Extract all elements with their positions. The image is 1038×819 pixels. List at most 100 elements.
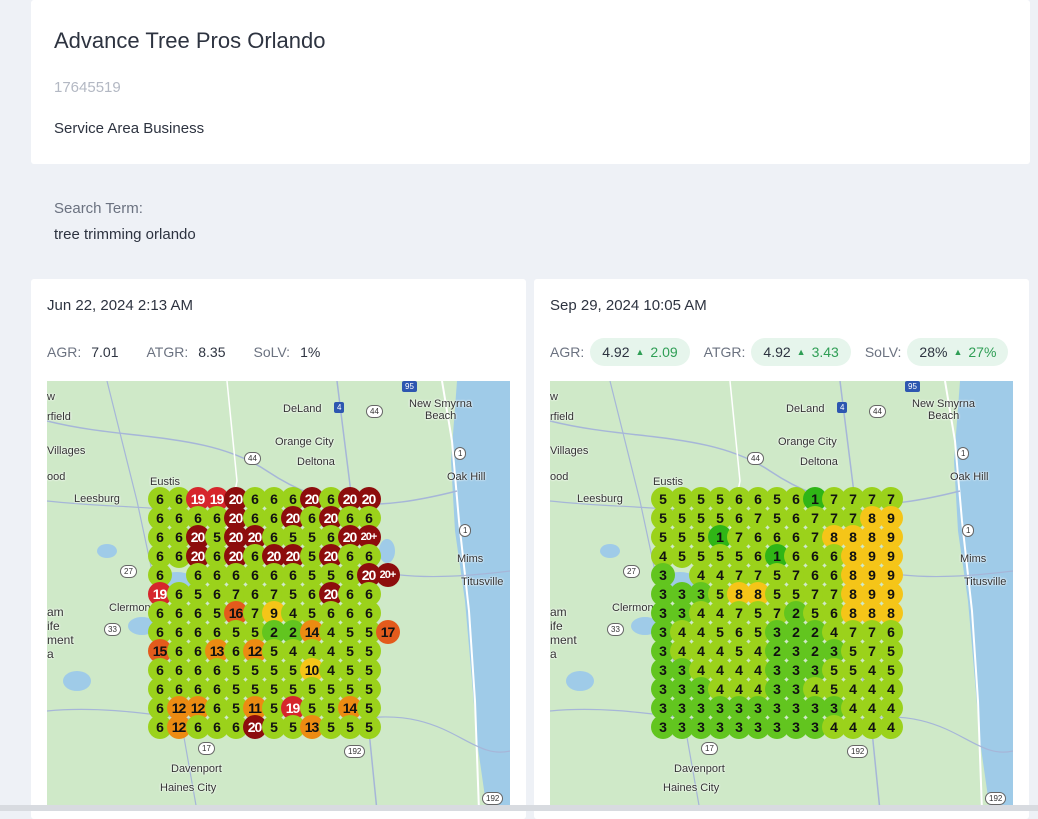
map-label-new-smyrna: New Smyrna xyxy=(409,398,472,410)
map-label-titusville: Titusville xyxy=(461,576,504,588)
grid-empty xyxy=(378,489,397,508)
map-label-orange-city: Orange City xyxy=(275,436,334,448)
interstate-4-icon: 4 xyxy=(334,402,345,413)
atgr-value: 4.92 xyxy=(763,344,791,360)
scan-card-sep[interactable]: Sep 29, 2024 10:05 AM AGR: 4.92 ▲ 2.09 A… xyxy=(534,279,1029,819)
map-label-villages: Villages xyxy=(47,445,86,457)
rank-pin[interactable]: 15 xyxy=(147,638,172,663)
map-label-a: a xyxy=(47,647,54,661)
map-label-am: am xyxy=(550,605,567,619)
grid-empty xyxy=(378,508,397,527)
map-label-ife: ife xyxy=(47,619,60,633)
map-label-mims: Mims xyxy=(960,553,987,565)
solv-value: 1% xyxy=(300,344,321,360)
rank-grid: 6 6 19 19 20 6 6 6 20 6 20 20 6 6 6 6 20 6 6 20 6 20 6 6 6 6 20 5 20… xyxy=(147,486,400,739)
interstate-4-icon: 4 xyxy=(837,402,848,413)
route-44-icon: 44 xyxy=(366,405,383,418)
business-header-card: Advance Tree Pros Orlando 17645519 Servi… xyxy=(31,0,1030,164)
route-44-icon: 44 xyxy=(244,452,261,465)
scan-date: Sep 29, 2024 10:05 AM xyxy=(550,297,707,314)
map-label-deltona: Deltona xyxy=(297,456,335,468)
route-33-icon: 33 xyxy=(104,623,121,636)
agr-label: AGR: xyxy=(47,344,82,360)
map-label-davenport: Davenport xyxy=(171,763,222,775)
solv-label: SoLV: xyxy=(864,344,902,360)
route-44-icon: 44 xyxy=(869,405,886,418)
map-label-leesburg: Leesburg xyxy=(577,493,623,505)
map-label-haines-city: Haines City xyxy=(160,782,217,794)
search-term-label: Search Term: xyxy=(54,200,143,217)
grid-empty xyxy=(378,584,397,603)
agr-value: 7.01 xyxy=(91,344,119,360)
map-label-clermont: Clermon xyxy=(612,602,654,614)
atgr-label: ATGR: xyxy=(146,344,189,360)
route-33-icon: 33 xyxy=(607,623,624,636)
grid-empty xyxy=(378,717,397,736)
rank-pin[interactable]: 3 xyxy=(669,714,694,739)
route-1-icon: 1 xyxy=(957,447,970,460)
atgr-label: ATGR: xyxy=(703,344,746,360)
map-label-villages: Villages xyxy=(550,445,589,457)
route-192-icon: 192 xyxy=(344,745,366,758)
map-label-beach: Beach xyxy=(928,410,960,422)
search-term-value: tree trimming orlando xyxy=(54,226,196,243)
map-label-new-smyrna: New Smyrna xyxy=(912,398,975,410)
agr-pill: 4.92 ▲ 2.09 xyxy=(590,338,690,366)
rank-pin[interactable]: 20+ xyxy=(375,562,400,587)
route-192-icon: 192 xyxy=(482,792,504,805)
route-27-icon: 27 xyxy=(120,565,137,578)
map-label-mims: Mims xyxy=(457,553,484,565)
map-label-a: a xyxy=(550,647,557,661)
business-name: Advance Tree Pros Orlando xyxy=(54,28,326,53)
scan-metrics: AGR: 4.92 ▲ 2.09 ATGR: 4.92 ▲ 3.43 SoLV:… xyxy=(550,337,1022,367)
grid-empty xyxy=(378,660,397,679)
business-type: Service Area Business xyxy=(54,120,205,137)
rank-pin[interactable]: 5 xyxy=(356,714,381,739)
agr-delta: 2.09 xyxy=(650,344,678,360)
horizontal-scrollbar[interactable] xyxy=(0,805,1038,811)
scan-card-jun[interactable]: Jun 22, 2024 2:13 AM AGR: 7.01 ATGR: 8.3… xyxy=(31,279,526,819)
route-17-icon: 17 xyxy=(701,742,718,755)
map-label-fairfield: rfield xyxy=(550,411,574,423)
route-44-icon: 44 xyxy=(747,452,764,465)
agr-value: 4.92 xyxy=(602,344,630,360)
solv-label: SoLV: xyxy=(253,344,291,360)
map-label-ment: ment xyxy=(550,633,577,647)
map-label-leesburg: Leesburg xyxy=(74,493,120,505)
map-background xyxy=(47,381,510,811)
route-1-icon: 1 xyxy=(459,524,472,537)
map-label-clermont: Clermon xyxy=(109,602,151,614)
grid-empty xyxy=(378,527,397,546)
interstate-95-icon: 95 xyxy=(402,381,417,392)
map-label-deland: DeLand xyxy=(283,403,322,415)
map-label-davenport: Davenport xyxy=(674,763,725,775)
rank-pin[interactable]: 12 xyxy=(166,714,191,739)
rank-pin[interactable]: 6 xyxy=(223,714,248,739)
map-label-deland: DeLand xyxy=(786,403,825,415)
map-label-w: w xyxy=(47,391,55,403)
route-27-icon: 27 xyxy=(623,565,640,578)
business-id: 17645519 xyxy=(54,79,121,96)
rank-grid-map[interactable]: DeLand New Smyrna Beach Orange City Delt… xyxy=(550,381,1013,811)
map-label-haines-city: Haines City xyxy=(663,782,720,794)
map-label-ood: ood xyxy=(550,471,569,483)
map-label-oak-hill: Oak Hill xyxy=(447,471,486,483)
map-label-oak-hill: Oak Hill xyxy=(950,471,989,483)
route-1-icon: 1 xyxy=(454,447,467,460)
map-label-beach: Beach xyxy=(425,410,457,422)
map-label-ood: ood xyxy=(47,471,66,483)
map-label-titusville: Titusville xyxy=(964,576,1007,588)
solv-value: 28% xyxy=(919,344,948,360)
atgr-delta: 3.43 xyxy=(811,344,839,360)
grid-empty xyxy=(378,679,397,698)
solv-delta: 27% xyxy=(968,344,997,360)
rank-pin[interactable]: 4 xyxy=(878,714,903,739)
rank-grid-map[interactable]: DeLand New Smyrna Beach Orange City Delt… xyxy=(47,381,510,811)
solv-pill: 28% ▲ 27% xyxy=(907,338,1009,366)
route-17-icon: 17 xyxy=(198,742,215,755)
agr-label: AGR: xyxy=(550,344,585,360)
map-label-orange-city: Orange City xyxy=(778,436,837,448)
map-label-ife: ife xyxy=(550,619,563,633)
rank-pin[interactable]: 17 xyxy=(375,619,400,644)
